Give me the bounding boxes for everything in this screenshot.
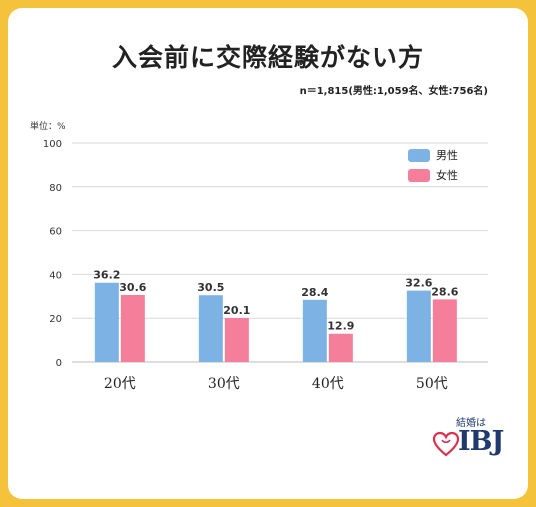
chart-card: [8, 8, 528, 499]
heart-icon: [432, 431, 460, 457]
data-label: 36.2: [93, 269, 120, 282]
legend-item-female: 女性: [408, 165, 458, 185]
sample-size-note: n＝1,815(男性:1,059名、女性:756名): [299, 86, 488, 97]
y-tick-label: 80: [49, 183, 62, 194]
data-label: 30.6: [119, 281, 146, 294]
data-label: 32.6: [405, 277, 432, 290]
y-tick-label: 20: [49, 314, 62, 325]
data-label: 20.1: [223, 304, 250, 317]
legend-swatch-female: [408, 168, 430, 182]
bar-male: [406, 290, 431, 362]
logo-tagline: 結婚は: [456, 418, 486, 429]
legend-item-male: 男性: [408, 145, 458, 165]
data-label: 12.9: [327, 320, 354, 333]
unit-label: 単位：%: [30, 122, 66, 132]
legend-swatch-male: [408, 148, 430, 162]
x-category-label: 20代: [104, 376, 136, 392]
x-category-label: 40代: [312, 376, 344, 392]
data-label: 28.6: [431, 285, 458, 298]
bar-female: [328, 333, 353, 362]
bar-male: [198, 295, 223, 362]
bar-female: [432, 299, 457, 362]
legend-label-male: 男性: [436, 149, 458, 162]
legend-label-female: 女性: [436, 169, 458, 182]
y-tick-label: 60: [49, 227, 62, 238]
bar-male: [302, 299, 327, 362]
y-tick-label: 0: [56, 358, 62, 369]
bar-female: [224, 317, 249, 362]
logo-wordmark: IBJ: [458, 426, 504, 457]
ibj-logo: 結婚は IBJ: [430, 412, 510, 472]
data-label: 28.4: [301, 286, 328, 299]
legend: 男性 女性: [408, 145, 458, 185]
y-tick-label: 100: [43, 139, 62, 150]
chart-title: 入会前に交際経験がない方: [111, 43, 424, 72]
bar-male: [94, 282, 119, 362]
y-tick-label: 40: [49, 270, 62, 281]
x-category-label: 30代: [208, 376, 240, 392]
data-label: 30.5: [197, 281, 224, 294]
bar-female: [120, 294, 145, 362]
x-category-label: 50代: [416, 376, 448, 392]
